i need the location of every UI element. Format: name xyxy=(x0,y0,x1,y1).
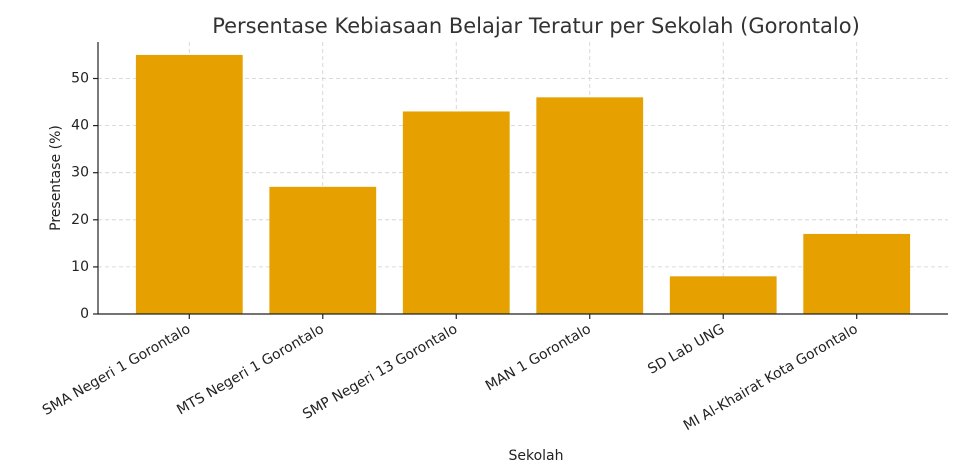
x-tick-label: MAN 1 Gorontalo xyxy=(483,321,594,394)
x-tick-label: SMA Negeri 1 Gorontalo xyxy=(40,321,193,419)
x-tick-label: MTS Negeri 1 Gorontalo xyxy=(174,321,326,418)
y-tick-label: 20 xyxy=(71,212,89,228)
bar xyxy=(536,97,644,315)
y-tick-label: 50 xyxy=(71,71,89,87)
bar xyxy=(269,186,377,314)
bar xyxy=(669,276,777,314)
bar xyxy=(402,111,510,314)
y-axis-label: Presentase (%) xyxy=(48,125,64,231)
x-tick-label: SD Lab UNG xyxy=(645,321,727,378)
x-axis-label: Sekolah xyxy=(508,448,563,464)
bar xyxy=(135,54,243,314)
y-tick-label: 0 xyxy=(80,306,89,322)
y-tick-label: 10 xyxy=(71,259,89,275)
chart-title: Persentase Kebiasaan Belajar Teratur per… xyxy=(212,14,860,38)
y-tick-label: 40 xyxy=(71,118,89,134)
bar xyxy=(803,233,911,314)
y-tick-label: 30 xyxy=(71,165,89,181)
